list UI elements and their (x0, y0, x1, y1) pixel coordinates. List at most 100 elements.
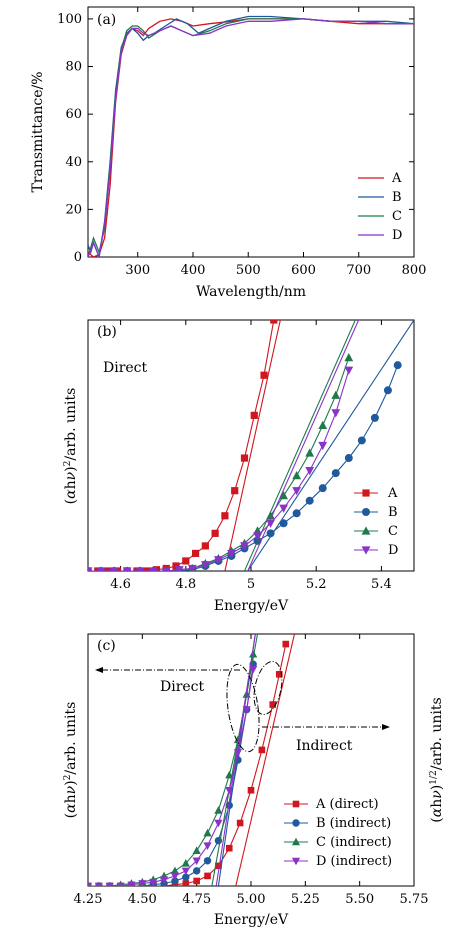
data-point-D (170, 872, 180, 881)
legend-label-D: D (indirect) (316, 854, 392, 869)
series-line-C (88, 18, 414, 257)
x-tick-label: 700 (346, 263, 371, 278)
data-point-D (266, 519, 275, 528)
data-point-D (227, 549, 236, 559)
series-line-A (88, 643, 287, 886)
data-point-A (247, 786, 255, 794)
data-point-B (344, 454, 353, 463)
legend-label-D: D (388, 543, 398, 558)
data-point-A (236, 819, 244, 827)
data-point-A (193, 877, 200, 885)
x-tick-label: 4.50 (128, 892, 157, 907)
annotation-group (95, 660, 390, 753)
data-point-D (253, 532, 262, 541)
data-point-D (148, 567, 158, 571)
series-group (88, 15, 414, 257)
data-point-D (214, 819, 223, 828)
data-point-D (174, 566, 184, 571)
legend-label-B: B (indirect) (316, 816, 391, 831)
data-point-B (182, 873, 190, 881)
data-point-B (318, 484, 327, 493)
data-point-A (270, 320, 278, 324)
data-point-A (240, 454, 249, 462)
x-tick-label: 5 (247, 577, 255, 592)
data-point-D (344, 366, 354, 375)
data-point-D (305, 467, 315, 476)
series-group (88, 320, 414, 571)
data-point-B (171, 877, 179, 885)
legend-label-A: A (direct) (315, 797, 379, 812)
data-point-D (331, 409, 341, 418)
legend-marker-C (291, 837, 301, 846)
y-axis-label: (αhν)2/arb. units (63, 388, 79, 505)
data-point-A (231, 487, 239, 495)
data-point-D (187, 564, 197, 571)
legend-marker-A (292, 800, 300, 808)
panel-a-transmittance-chart: 300 400 500 600 700 800 0 20 40 60 80 100 (a) Wavelen… (30, 6, 427, 300)
data-point-C (318, 420, 328, 430)
legend-marker-D (291, 857, 301, 866)
data-point-A (182, 557, 190, 565)
data-point-A (275, 671, 283, 678)
data-point-D (279, 504, 288, 513)
data-point-A (172, 562, 180, 570)
direct-annotation: Direct (160, 679, 205, 695)
data-point-C (331, 390, 341, 399)
data-point-A (182, 880, 190, 886)
data-point-A (211, 529, 219, 537)
x-tick-label: 5.50 (345, 892, 374, 907)
data-point-D (203, 842, 212, 850)
x-tick-label: 5.75 (400, 892, 429, 907)
data-point-B (383, 386, 392, 395)
indirect-curve-ellipse (253, 660, 283, 716)
data-point-D (242, 706, 251, 714)
data-point-A (201, 542, 209, 550)
x-tick-label: 600 (291, 263, 316, 278)
y-tick-label: 20 (65, 202, 82, 217)
data-point-C (292, 471, 302, 480)
x-axis-label: Energy/eV (214, 912, 289, 928)
panel-label: (b) (97, 324, 117, 340)
data-point-A (250, 411, 258, 419)
fit-line-D (215, 634, 256, 886)
data-point-B (305, 496, 314, 505)
data-point-D (116, 882, 125, 886)
data-point-D (240, 542, 249, 551)
panel-label: (a) (97, 12, 116, 28)
data-point-C (214, 806, 223, 814)
y-tick-label: 80 (65, 60, 82, 75)
indirect-annotation: Indirect (296, 738, 353, 754)
data-point-D (214, 556, 223, 565)
panel-b-direct-tauc-chart: 4.6 4.8 5 5.2 5.4 (b) Direct Energy/eV (αhν)2/ar… (63, 319, 415, 614)
data-point-D (200, 561, 210, 570)
legend-marker-A (362, 489, 370, 497)
data-point-D (181, 867, 190, 876)
y-axis-label: (αhν)2/arb. units (63, 702, 79, 819)
legend-label-A: A (391, 171, 402, 186)
x-axis-label: Energy/eV (214, 598, 289, 614)
data-point-A (204, 872, 211, 880)
data-point-D (135, 567, 145, 571)
data-point-A (143, 567, 151, 571)
x-tick-label: 800 (402, 263, 427, 278)
legend-label-A: A (387, 486, 398, 501)
x-axis-label: Wavelength/nm (196, 284, 306, 300)
direct-curve-ellipse (226, 663, 260, 753)
data-point-D (233, 749, 243, 757)
x-tick-label: 500 (236, 263, 261, 278)
legend-marker-D (361, 546, 371, 555)
legend-marker-B (292, 819, 300, 827)
x-tick-label: 300 (125, 263, 150, 278)
plot-frame (87, 6, 415, 258)
legend-marker-B (362, 508, 370, 516)
series-line-C (88, 357, 350, 571)
fit-line-C (243, 320, 356, 571)
x-tick-label: 5.25 (291, 892, 320, 907)
data-point-C (344, 353, 354, 362)
data-point-D (292, 487, 302, 496)
data-point-B (370, 413, 379, 422)
data-point-C (249, 649, 258, 658)
